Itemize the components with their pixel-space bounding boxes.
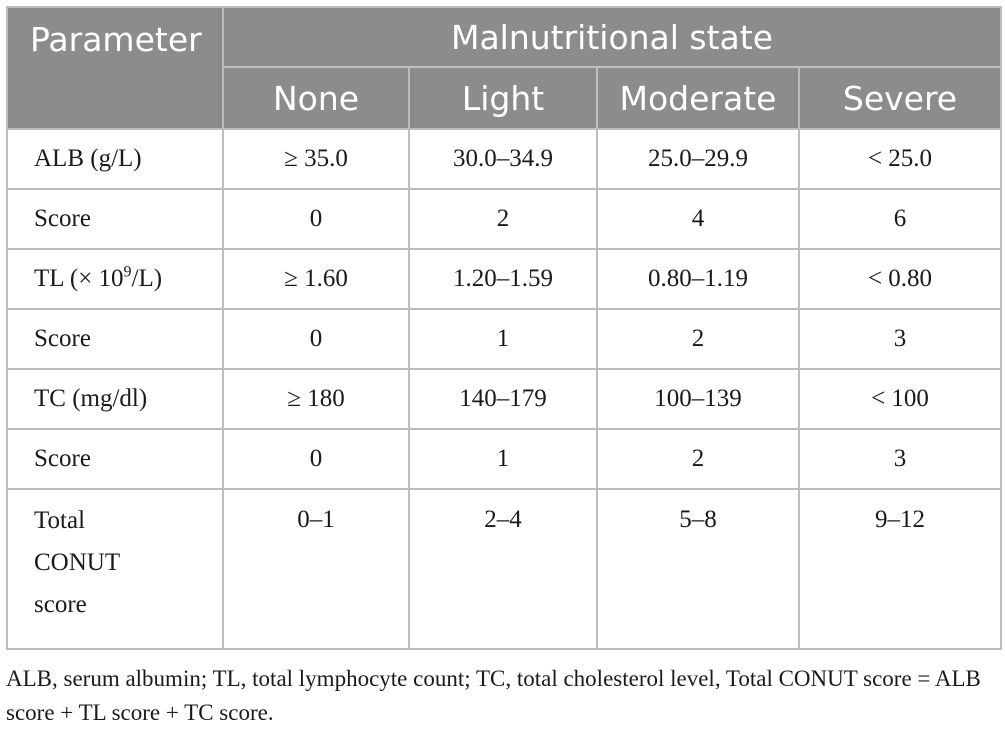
table-footnote: ALB, serum albumin; TL, total lymphocyte… bbox=[6, 666, 981, 725]
row-label-tl-exponent: 9 bbox=[123, 263, 132, 281]
row-label-tc: TC (mg/dl) bbox=[6, 368, 224, 430]
cell-tl-score-moderate: 2 bbox=[596, 308, 800, 370]
cell-alb-severe: < 25.0 bbox=[798, 128, 1002, 190]
cell-tl-score-severe: 3 bbox=[798, 308, 1002, 370]
cell-total-severe: 9–12 bbox=[798, 488, 1002, 650]
parameter-header: Parameter bbox=[6, 6, 224, 130]
table-row-total: Total CONUT score 0–1 2–4 5–8 9–12 bbox=[6, 488, 1002, 650]
state-header-none: None bbox=[222, 66, 410, 130]
malnutritional-state-header: Malnutritional state bbox=[222, 6, 1002, 68]
header-row-top: Parameter Malnutritional state bbox=[6, 6, 1002, 130]
cell-tc-severe: < 100 bbox=[798, 368, 1002, 430]
cell-tc-score-moderate: 2 bbox=[596, 428, 800, 490]
table-row-alb: ALB (g/L) ≥ 35.0 30.0–34.9 25.0–29.9 < 2… bbox=[6, 128, 1002, 190]
cell-tc-moderate: 100–139 bbox=[596, 368, 800, 430]
state-header-moderate: Moderate bbox=[596, 66, 800, 130]
state-header-light: Light bbox=[408, 66, 598, 130]
table-row-alb-score: Score 0 2 4 6 bbox=[6, 188, 1002, 250]
cell-alb-moderate: 25.0–29.9 bbox=[596, 128, 800, 190]
row-label-tl-suffix: /L) bbox=[131, 265, 163, 292]
row-label-total-line1: Total bbox=[34, 507, 86, 534]
cell-tc-score-none: 0 bbox=[222, 428, 410, 490]
row-label-tl-score: Score bbox=[6, 308, 224, 370]
cell-tl-score-light: 1 bbox=[408, 308, 598, 370]
row-label-total-line3: score bbox=[34, 591, 87, 618]
row-label-tl-prefix: TL (× 10 bbox=[34, 265, 124, 292]
row-label-total: Total CONUT score bbox=[6, 488, 224, 650]
cell-alb-score-severe: 6 bbox=[798, 188, 1002, 250]
cell-tc-score-severe: 3 bbox=[798, 428, 1002, 490]
cell-alb-score-moderate: 4 bbox=[596, 188, 800, 250]
cell-alb-none: ≥ 35.0 bbox=[222, 128, 410, 190]
cell-tl-light: 1.20–1.59 bbox=[408, 248, 598, 310]
table-row-tc-score: Score 0 1 2 3 bbox=[6, 428, 1002, 490]
conut-table-container: Parameter Malnutritional state None Ligh… bbox=[6, 6, 1002, 650]
state-header-severe: Severe bbox=[798, 66, 1002, 130]
table-row-tl-score: Score 0 1 2 3 bbox=[6, 308, 1002, 370]
cell-alb-score-light: 2 bbox=[408, 188, 598, 250]
row-label-alb: ALB (g/L) bbox=[6, 128, 224, 190]
cell-tl-score-none: 0 bbox=[222, 308, 410, 370]
cell-alb-score-none: 0 bbox=[222, 188, 410, 250]
table-row-tc: TC (mg/dl) ≥ 180 140–179 100–139 < 100 bbox=[6, 368, 1002, 430]
cell-total-moderate: 5–8 bbox=[596, 488, 800, 650]
row-label-total-line2: CONUT bbox=[34, 549, 121, 576]
cell-tl-moderate: 0.80–1.19 bbox=[596, 248, 800, 310]
table-row-tl: TL (× 109/L) ≥ 1.60 1.20–1.59 0.80–1.19 … bbox=[6, 248, 1002, 310]
conut-score-table: Parameter Malnutritional state None Ligh… bbox=[6, 6, 1002, 650]
cell-alb-light: 30.0–34.9 bbox=[408, 128, 598, 190]
cell-tc-score-light: 1 bbox=[408, 428, 598, 490]
cell-tl-none: ≥ 1.60 bbox=[222, 248, 410, 310]
row-label-tl: TL (× 109/L) bbox=[6, 248, 224, 310]
row-label-tc-score: Score bbox=[6, 428, 224, 490]
cell-tc-none: ≥ 180 bbox=[222, 368, 410, 430]
cell-tc-light: 140–179 bbox=[408, 368, 598, 430]
cell-total-light: 2–4 bbox=[408, 488, 598, 650]
cell-total-none: 0–1 bbox=[222, 488, 410, 650]
cell-tl-severe: < 0.80 bbox=[798, 248, 1002, 310]
row-label-alb-score: Score bbox=[6, 188, 224, 250]
header-row-states: None Light Moderate Severe bbox=[7, 66, 1002, 130]
